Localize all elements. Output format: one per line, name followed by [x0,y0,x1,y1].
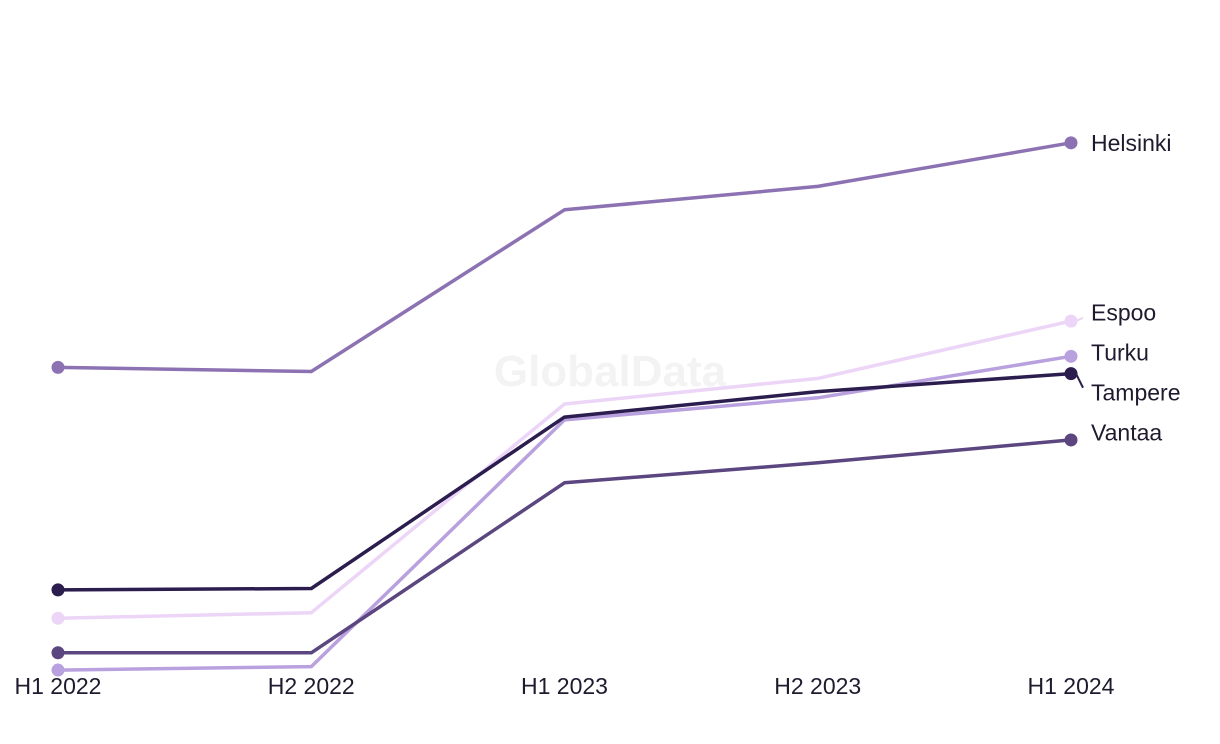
label-leader-tampere [1075,373,1084,389]
point-espoo-h1-2024 [1064,314,1078,328]
point-tampere-h1-2024 [1064,367,1078,381]
series-line-espoo [56,319,1073,620]
x-tick-label-h2-2022: H2 2022 [268,673,355,699]
label-leader-espoo [1075,316,1084,322]
point-tampere-h1-2022 [51,583,65,597]
point-vantaa-h1-2022 [51,646,65,660]
x-tick-label-h2-2023: H2 2023 [774,673,861,699]
x-tick-label-h1-2023: H1 2023 [521,673,608,699]
series-label-tampere: Tampere [1091,380,1180,406]
series-line-helsinki [56,141,1073,374]
series-label-vantaa: Vantaa [1091,420,1162,446]
series-label-helsinki: Helsinki [1091,130,1172,156]
point-espoo-h1-2022 [51,611,65,625]
x-tick-label-h1-2022: H1 2022 [15,673,102,699]
marker-layer [51,136,1078,677]
point-vantaa-h1-2024 [1064,433,1078,447]
series-label-layer: Helsinki Espoo Turku Tampere Vantaa [1075,130,1180,446]
series-line-tampere [56,371,1073,592]
series-label-espoo: Espoo [1091,300,1156,326]
series-layer [56,141,1073,672]
point-helsinki-h1-2024 [1064,136,1078,150]
x-axis: H1 2022 H2 2022 H1 2023 H2 2023 H1 2024 [15,673,1115,699]
point-helsinki-h1-2022 [51,360,65,374]
point-turku-h1-2022 [51,663,65,677]
x-tick-label-h1-2024: H1 2024 [1028,673,1115,699]
point-turku-h1-2024 [1064,349,1078,363]
series-label-turku: Turku [1091,340,1149,366]
watermark: GlobalData [494,347,727,396]
series-line-vantaa [56,438,1073,655]
